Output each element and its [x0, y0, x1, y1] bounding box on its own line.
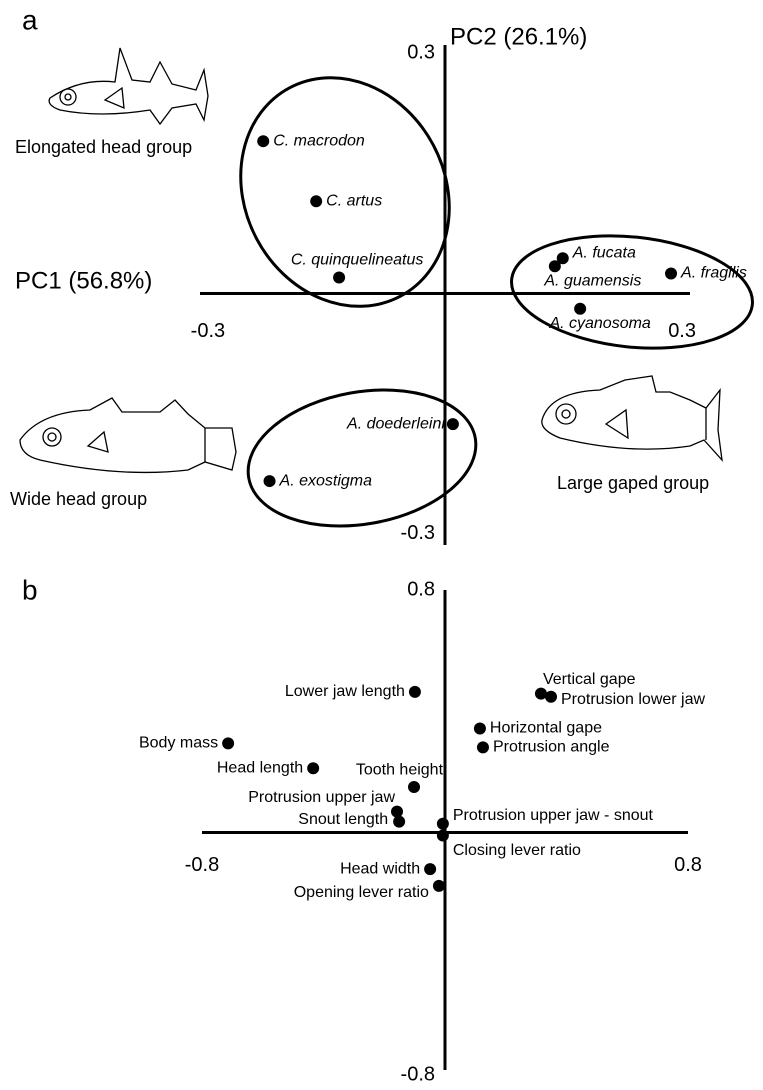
point-label: A. exostigma — [279, 472, 373, 489]
point — [437, 818, 449, 830]
point-label: Vertical gape — [543, 671, 636, 688]
figure: a PC1 (56.8%) PC2 (26.1%) -0.3 0.3 -0.3 0.3 Elo… — [0, 0, 763, 1090]
point — [264, 475, 276, 487]
y-tick-label: -0.3 — [401, 522, 435, 544]
point-label: Protrusion lower jaw — [561, 691, 706, 708]
panel-label: a — [22, 4, 38, 35]
point — [393, 816, 405, 828]
point — [474, 723, 486, 735]
point-label: A. fragilis — [680, 265, 747, 282]
group-ellipse — [237, 373, 486, 543]
x-axis-title: PC1 (56.8%) — [15, 267, 152, 294]
point-label: Body mass — [139, 735, 218, 752]
point-label: C. macrodon — [273, 132, 365, 149]
point-label: Head length — [217, 759, 303, 776]
point-label: A. fucata — [572, 244, 636, 261]
point — [574, 303, 586, 315]
point — [310, 195, 322, 207]
point-label: A. guamensis — [543, 272, 641, 289]
point — [477, 741, 489, 753]
point — [447, 418, 459, 430]
point — [307, 762, 319, 774]
fish-wide — [20, 398, 236, 472]
group-label: Elongated head group — [15, 137, 192, 157]
x-tick-label: 0.8 — [674, 854, 702, 876]
x-tick-label: 0.3 — [668, 320, 696, 342]
point-label: Closing lever ratio — [453, 842, 581, 859]
panel-label: b — [22, 574, 38, 605]
point — [408, 781, 420, 793]
y-tick-label: 0.3 — [407, 41, 435, 63]
fish-elongated — [49, 48, 208, 124]
x-tick-label: -0.3 — [191, 320, 225, 342]
point-label: A. cyanosoma — [548, 315, 650, 332]
ellipses — [201, 41, 758, 543]
group-label: Large gaped group — [557, 473, 709, 493]
point-label: Horizontal gape — [490, 720, 602, 737]
point-label: Head width — [340, 860, 420, 877]
point — [409, 686, 421, 698]
point-label: A. doederleini — [346, 415, 445, 432]
point-label: C. artus — [326, 193, 382, 210]
point — [391, 806, 403, 818]
point — [222, 737, 234, 749]
point — [437, 830, 449, 842]
point-label: C. quinquelineatus — [291, 252, 424, 269]
point — [257, 135, 269, 147]
point — [433, 880, 445, 892]
point-label: Protrusion upper jaw - snout — [453, 807, 654, 824]
y-tick-label: 0.8 — [407, 578, 435, 600]
fish-large-gaped — [542, 376, 722, 460]
x-tick-label: -0.8 — [185, 854, 219, 876]
point-label: Opening lever ratio — [294, 884, 429, 901]
group-label: Wide head group — [10, 489, 147, 509]
point — [333, 271, 345, 283]
point — [424, 863, 436, 875]
point — [545, 691, 557, 703]
point — [665, 267, 677, 279]
point — [549, 260, 561, 272]
y-tick-label: -0.8 — [401, 1063, 435, 1085]
point-label: Protrusion upper jaw — [248, 789, 395, 806]
point-label: Tooth height — [356, 761, 444, 778]
y-axis-title: PC2 (26.1%) — [450, 23, 587, 50]
point-label: Lower jaw length — [285, 683, 405, 700]
point-label: Protrusion angle — [493, 739, 610, 756]
point-label: Snout length — [298, 811, 388, 828]
